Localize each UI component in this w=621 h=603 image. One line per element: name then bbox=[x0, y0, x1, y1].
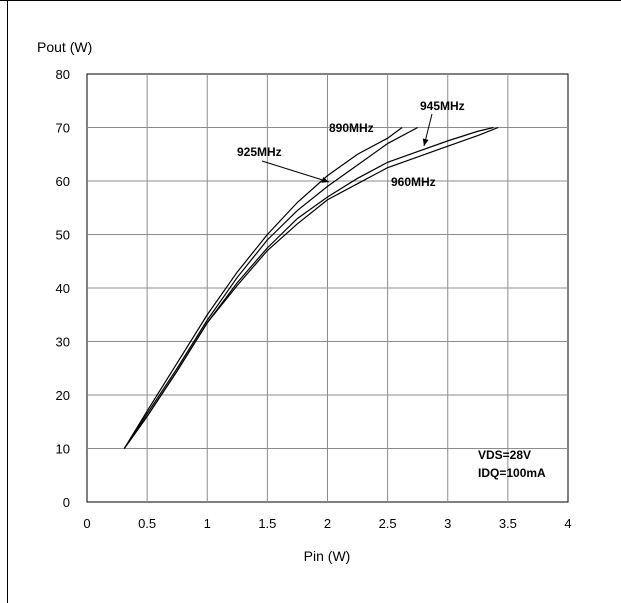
x-tick-label: 2 bbox=[324, 516, 331, 531]
x-axis-title: Pin (W) bbox=[304, 548, 351, 564]
arrow-925mhz bbox=[261, 160, 330, 183]
x-tick-label: 1.5 bbox=[258, 516, 276, 531]
frame-top-border bbox=[0, 0, 621, 1]
arrow-945mhz bbox=[422, 113, 433, 147]
y-tick-label: 10 bbox=[56, 442, 70, 457]
series-line-890mhz bbox=[123, 127, 403, 449]
y-tick-label: 20 bbox=[56, 388, 70, 403]
y-tick-label: 50 bbox=[56, 228, 70, 243]
x-tick-label: 0 bbox=[83, 516, 90, 531]
x-tick-label: 3.5 bbox=[499, 516, 517, 531]
x-tick-label: 4 bbox=[564, 516, 571, 531]
label-arrows bbox=[261, 113, 433, 183]
x-tick-label: 0.5 bbox=[138, 516, 156, 531]
annotation-vds: VDS=28V bbox=[478, 448, 531, 462]
y-tick-label: 70 bbox=[56, 121, 70, 136]
series-lines bbox=[123, 126, 499, 449]
y-tick-label: 80 bbox=[56, 67, 70, 82]
frame-left-border bbox=[7, 0, 8, 603]
y-tick-label: 0 bbox=[63, 495, 70, 510]
y-tick-label: 40 bbox=[56, 281, 70, 296]
x-tick-label: 1 bbox=[204, 516, 211, 531]
series-label-890mhz: 890MHz bbox=[329, 121, 374, 135]
y-axis-title: Pout (W) bbox=[37, 39, 92, 55]
series-label-925mhz: 925MHz bbox=[237, 145, 282, 159]
annotation-idq: IDQ=100mA bbox=[478, 466, 546, 480]
series-label-945mhz: 945MHz bbox=[420, 99, 465, 113]
series-line-925mhz bbox=[123, 126, 418, 449]
x-tick-label: 3 bbox=[444, 516, 451, 531]
series-label-960mhz: 960MHz bbox=[391, 175, 436, 189]
y-tick-label: 30 bbox=[56, 335, 70, 350]
series-line-960mhz bbox=[123, 126, 499, 449]
y-tick-label: 60 bbox=[56, 174, 70, 189]
x-tick-label: 2.5 bbox=[379, 516, 397, 531]
